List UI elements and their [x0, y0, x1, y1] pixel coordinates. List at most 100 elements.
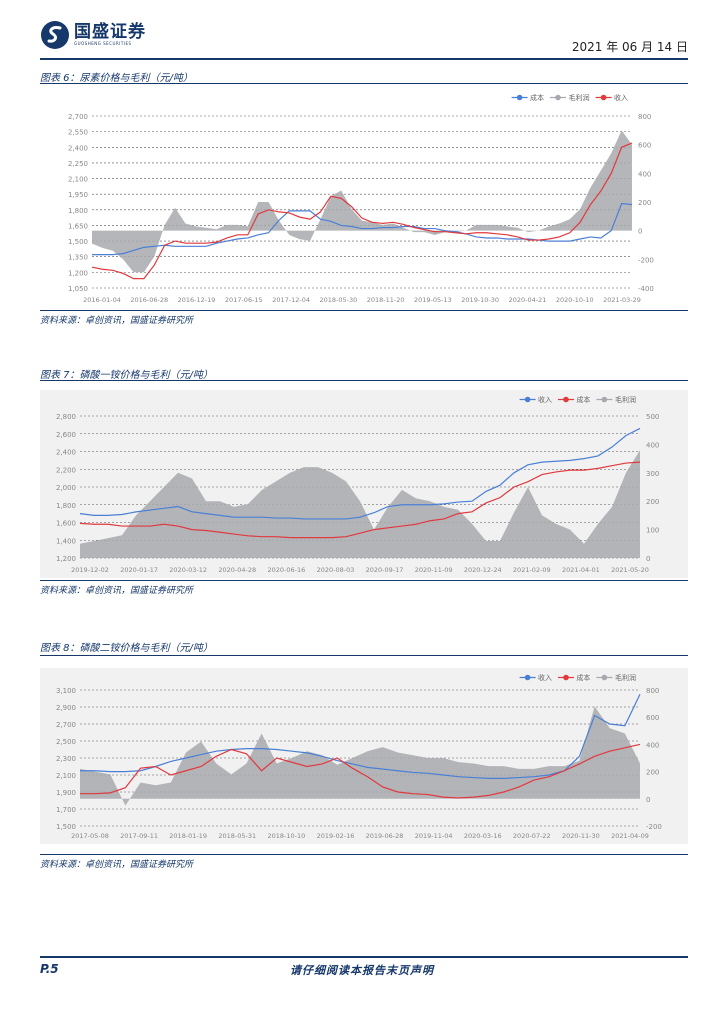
x-tick-label: 2019-05-13	[414, 296, 452, 304]
x-tick-label: 2016-12-19	[178, 296, 216, 304]
x-tick-label: 2019-06-28	[366, 832, 404, 840]
left-tick-label: 1,800	[68, 207, 88, 215]
right-tick-label: 400	[646, 741, 659, 749]
series-area-gross-profit	[80, 706, 640, 806]
company-name: 国盛证券	[74, 22, 146, 42]
header-divider	[40, 58, 688, 60]
x-tick-label: 2018-10-10	[267, 832, 305, 840]
legend-label: 毛利润	[569, 93, 590, 102]
right-tick-label: -200	[638, 256, 654, 264]
x-tick-label: 2021-04-09	[611, 832, 649, 840]
legend-label: 成本	[530, 93, 544, 102]
left-tick-label: 2,400	[56, 449, 76, 457]
x-tick-label: 2017-05-08	[71, 832, 109, 840]
legend-label: 收入	[538, 673, 552, 682]
x-tick-label: 2020-04-21	[509, 296, 547, 304]
right-tick-label: 100	[646, 527, 659, 535]
x-tick-label: 2018-05-31	[218, 832, 256, 840]
figure-8-source: 资料来源：卓创资讯，国盛证券研究所	[40, 860, 194, 870]
x-tick-label: 2019-11-04	[415, 832, 453, 840]
x-tick-label: 2021-04-01	[562, 566, 600, 574]
footer-disclaimer: 请仔细阅读本报告末页声明	[290, 964, 434, 977]
x-tick-label: 2020-03-12	[169, 566, 207, 574]
x-tick-label: 2017-06-15	[225, 296, 263, 304]
x-tick-label: 2020-10-10	[556, 296, 594, 304]
right-tick-label: -200	[646, 823, 662, 831]
left-tick-label: 2,800	[56, 413, 76, 421]
left-tick-label: 2,550	[68, 129, 88, 137]
company-logo: 国盛证券 GUOSHENG SECURITIES	[40, 20, 146, 50]
series-line-revenue	[79, 427, 641, 520]
chart-background	[40, 88, 688, 308]
series-line-revenue	[80, 693, 641, 779]
right-tick-label: -400	[638, 285, 654, 293]
left-tick-label: 2,100	[56, 772, 76, 780]
series-line-cost	[92, 202, 633, 256]
legend-swatch-dot	[563, 674, 569, 681]
x-tick-label: 2020-06-16	[267, 566, 305, 574]
right-tick-label: 500	[646, 413, 659, 421]
chart-svg: 1,500 1,700 1,900 2,100 2,300 2,500 2,700 2,900…	[40, 668, 688, 844]
left-tick-label: 1,400	[56, 537, 76, 545]
x-tick-label: 2019-12-02	[71, 566, 109, 574]
legend-label: 毛利润	[615, 673, 636, 682]
right-tick-label: 400	[646, 441, 659, 449]
x-tick-label: 2017-12-04	[272, 296, 310, 304]
logo-mark-icon	[41, 21, 69, 49]
figure-7-top-rule	[40, 380, 688, 381]
company-sub: GUOSHENG SECURITIES	[74, 41, 132, 46]
figure-6-bottom-rule	[40, 310, 688, 311]
series-area-gross-profit	[80, 450, 640, 558]
right-tick-label: 300	[646, 470, 659, 478]
x-tick-label: 2021-05-20	[611, 566, 649, 574]
figure-8-title: 图表 8：磷酸二铵价格与毛利（元/吨）	[40, 643, 213, 654]
legend-swatch-dot	[516, 94, 523, 101]
legend-swatch-dot	[563, 396, 569, 403]
x-tick-label: 2019-10-30	[461, 296, 499, 304]
figure-6-chart: 1,050 1,200 1,350 1,500 1,650 1,800 1,950 2,100…	[40, 88, 688, 308]
figure-6-top-rule	[40, 83, 688, 84]
left-tick-label: 2,700	[68, 113, 88, 121]
figure-6-source: 资料来源：卓创资讯，国盛证券研究所	[40, 316, 194, 326]
legend-swatch-dot	[600, 94, 607, 101]
right-tick-label: 0	[646, 796, 650, 804]
series-line-revenue	[91, 142, 633, 280]
legend-swatch-dot	[524, 396, 531, 403]
chart-svg: 1,050 1,200 1,350 1,500 1,650 1,800 1,950 2,100…	[40, 88, 688, 308]
figure-7-chart: 1,200 1,400 1,600 1,800 2,000 2,200 2,400 2,600…	[40, 390, 688, 578]
left-tick-label: 2,100	[68, 176, 88, 184]
x-tick-label: 2020-09-17	[366, 566, 404, 574]
right-tick-label: 0	[638, 228, 642, 236]
left-tick-label: 3,100	[56, 687, 76, 695]
figure-7-source: 资料来源：卓创资讯，国盛证券研究所	[40, 586, 194, 596]
left-tick-label: 2,500	[56, 738, 76, 746]
figure-6-title: 图表 6：尿素价格与毛利（元/吨）	[40, 73, 193, 84]
page-number: P.5	[40, 962, 59, 976]
left-tick-label: 1,950	[68, 191, 88, 199]
left-tick-label: 1,350	[68, 254, 88, 262]
left-tick-label: 1,650	[68, 222, 88, 230]
x-tick-label: 2019-02-16	[317, 832, 355, 840]
footer-divider	[40, 956, 688, 958]
left-tick-label: 2,300	[56, 755, 76, 763]
x-tick-label: 2020-03-16	[464, 832, 502, 840]
right-tick-label: 200	[646, 769, 659, 777]
right-tick-label: 600	[638, 142, 651, 150]
page-header: 国盛证券 GUOSHENG SECURITIES 2021 年 06 月 14 …	[40, 16, 688, 56]
x-tick-label: 2020-11-09	[415, 566, 453, 574]
x-tick-label: 2018-05-30	[319, 296, 357, 304]
series-line-cost	[80, 743, 641, 799]
x-tick-label: 2018-11-20	[367, 296, 405, 304]
right-tick-label: 600	[646, 714, 659, 722]
left-tick-label: 2,900	[56, 704, 76, 712]
left-tick-label: 2,250	[68, 160, 88, 168]
figure-7-bottom-rule	[40, 580, 688, 581]
legend-label: 收入	[538, 395, 552, 404]
x-tick-label: 2020-08-03	[317, 566, 355, 574]
right-tick-label: 0	[646, 555, 650, 563]
figure-7-title: 图表 7：磷酸一铵价格与毛利（元/吨）	[40, 370, 213, 381]
left-tick-label: 1,600	[56, 520, 76, 528]
x-tick-label: 2016-01-04	[83, 296, 121, 304]
x-tick-label: 2020-04-28	[218, 566, 256, 574]
legend-swatch-dot	[601, 396, 608, 403]
